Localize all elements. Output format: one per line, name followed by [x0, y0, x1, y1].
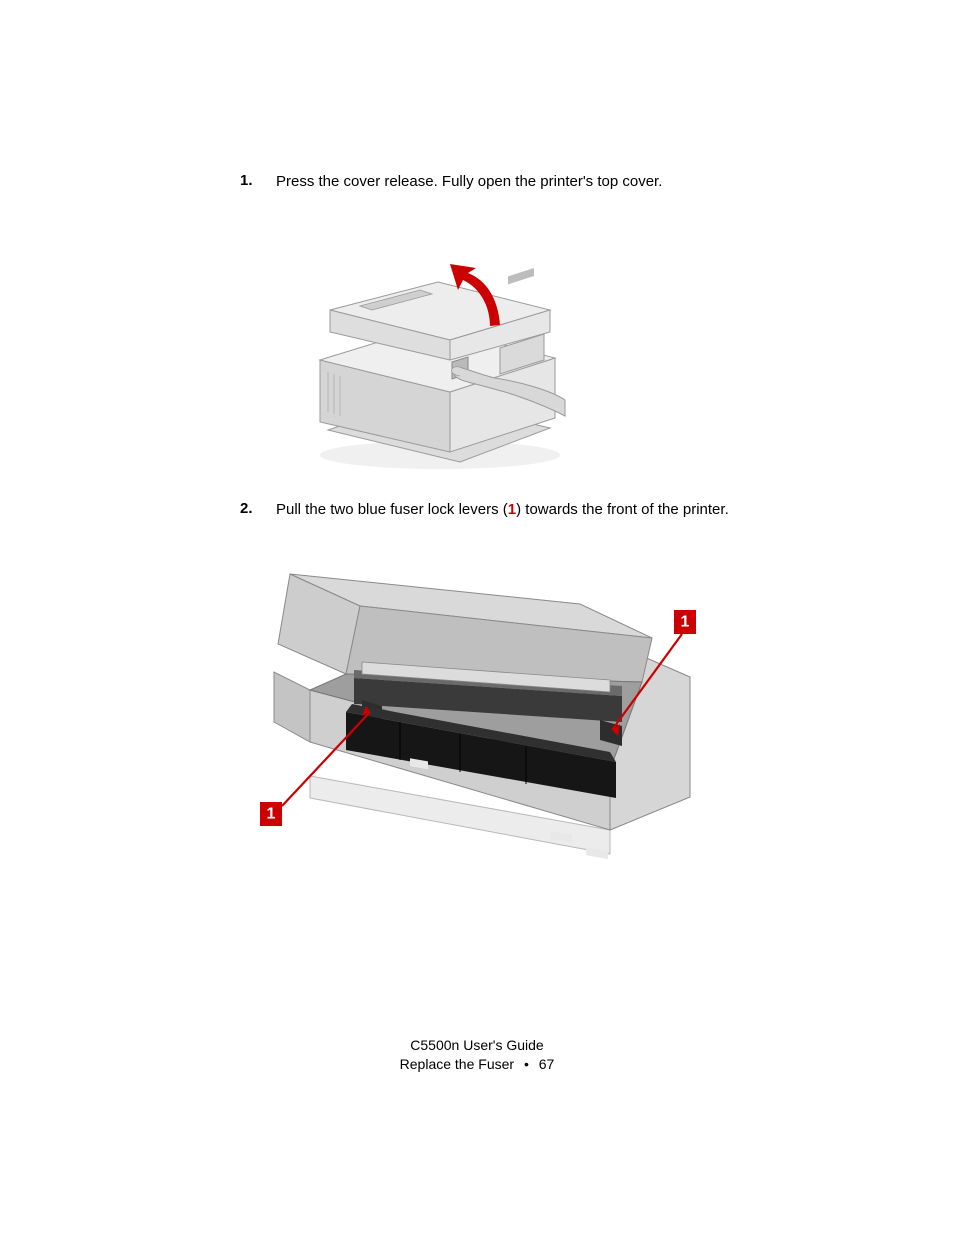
figure-2-svg: 1 1: [250, 562, 710, 862]
footer-title: C5500n User's Guide: [0, 1036, 954, 1056]
figure-1: [300, 240, 580, 475]
step-1-text: Press the cover release. Fully open the …: [276, 172, 662, 192]
figure-1-svg: [300, 240, 580, 475]
page: 1. Press the cover release. Fully open t…: [0, 0, 954, 1235]
step-2: 2. Pull the two blue fuser lock levers (…: [240, 500, 740, 520]
page-footer: C5500n User's Guide Replace the Fuser • …: [0, 1036, 954, 1075]
footer-section: Replace the Fuser: [400, 1056, 514, 1072]
step-2-number: 2.: [240, 500, 276, 517]
callout-label-1b: 1: [267, 806, 276, 823]
figure-2: 1 1: [250, 562, 710, 862]
fig1-printer-body: [320, 268, 555, 462]
footer-line-2: Replace the Fuser • 67: [0, 1055, 954, 1075]
step-1: 1. Press the cover release. Fully open t…: [240, 172, 740, 192]
step-2-ref: 1: [508, 501, 516, 518]
footer-page-number: 67: [539, 1056, 555, 1072]
fig2-printer-body: [274, 574, 690, 854]
footer-separator: •: [518, 1056, 535, 1072]
step-1-number: 1.: [240, 172, 276, 189]
step-2-text-before: Pull the two blue fuser lock levers (: [276, 501, 508, 518]
step-2-text: Pull the two blue fuser lock levers (1) …: [276, 500, 729, 520]
step-2-text-after: ) towards the front of the printer.: [516, 501, 729, 518]
callout-label-1a: 1: [681, 614, 690, 631]
